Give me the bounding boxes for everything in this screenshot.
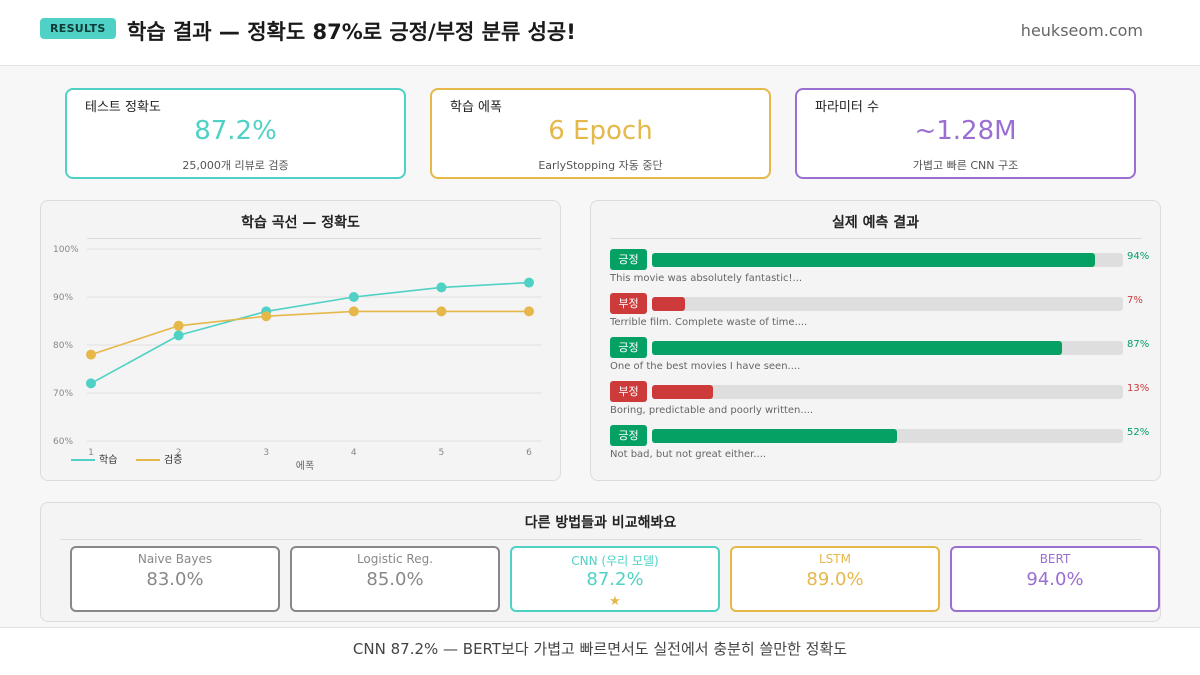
- stat-label: 테스트 정확도: [85, 100, 161, 115]
- y-tick-label: 60%: [53, 437, 73, 447]
- stat-card-epochs: 학습 에폭 6 Epoch EarlyStopping 자동 중단: [430, 88, 771, 179]
- legend-label: 검증: [164, 454, 182, 466]
- data-point: [173, 320, 184, 331]
- confidence-fill: [652, 297, 685, 311]
- method-name: Logistic Reg.: [356, 552, 434, 566]
- x-tick-label: 3: [263, 448, 269, 458]
- data-point: [436, 306, 447, 317]
- x-tick-label: 4: [351, 448, 357, 458]
- confidence-percent: 13%: [1127, 383, 1150, 394]
- method-accuracy: 83.0%: [146, 569, 204, 590]
- data-point: [524, 277, 534, 288]
- confidence-fill: [652, 385, 714, 399]
- predictions-panel: 실제 예측 결과 긍정 94% This movie was absolutely …: [590, 200, 1161, 481]
- confidence-track: [652, 429, 1123, 443]
- accuracy-line-chart: 60% 70% 80% 90% 100% 1 2 3 4 5 6 에폭 학습 검증: [53, 245, 541, 472]
- data-point: [524, 306, 534, 317]
- results-badge: RESULTS: [40, 18, 116, 39]
- confidence-percent: 7%: [1127, 295, 1143, 306]
- data-point: [86, 378, 96, 389]
- review-text: Boring, predictable and poorly written..…: [610, 405, 814, 416]
- learning-curve-panel: 학습 곡선 — 정확도 60% 70% 80% 90% 100% 1 2 3 4 5 6 에폭 학습 검증: [40, 200, 561, 481]
- confidence-percent: 87%: [1127, 339, 1150, 350]
- y-tick-label: 90%: [53, 293, 73, 303]
- stat-sub: 25,000개 리뷰로 검증: [182, 159, 289, 172]
- x-axis-label: 에폭: [296, 460, 314, 472]
- divider: [60, 539, 1142, 540]
- prediction-row: 부정 13% Boring, predictable and poorly writ…: [610, 381, 1149, 425]
- prediction-row: 긍정 87% One of the best movies I have seen.…: [610, 337, 1149, 381]
- data-point: [348, 292, 359, 302]
- method-name: Naive Bayes: [137, 552, 213, 566]
- method-name: CNN (우리 모델): [571, 554, 659, 568]
- predictions-title: 실제 예측 결과: [831, 215, 920, 231]
- chart-title: 학습 곡선 — 정확도: [241, 215, 360, 231]
- series-line: [90, 310, 529, 356]
- method-accuracy: 85.0%: [366, 569, 424, 590]
- method-accuracy: 87.2%: [586, 569, 644, 590]
- sentiment-tag: 긍정: [610, 337, 647, 358]
- y-tick-label: 100%: [53, 245, 79, 255]
- stat-value: ~1.28M: [914, 116, 1017, 146]
- x-tick-label: 5: [439, 448, 445, 458]
- site-link[interactable]: heukseom.com: [1020, 21, 1143, 40]
- stat-value: 6 Epoch: [548, 116, 653, 146]
- sentiment-tag: 부정: [610, 293, 647, 314]
- x-tick-label: 6: [526, 448, 532, 458]
- stat-label: 학습 에폭: [450, 100, 502, 115]
- prediction-row: 긍정 94% This movie was absolutely fantastic…: [610, 249, 1149, 293]
- data-point: [436, 282, 447, 293]
- data-point: [261, 311, 272, 322]
- comparison-card: LSTM 89.0%: [730, 546, 940, 612]
- comparison-card: CNN (우리 모델) 87.2% ★: [510, 546, 720, 612]
- comparison-card: Logistic Reg. 85.0%: [290, 546, 500, 612]
- footer-caption: CNN 87.2% — BERT보다 가볍고 빠르면서도 실전에서 충분히 쓸만…: [0, 627, 1200, 675]
- x-tick-label: 2: [176, 448, 182, 458]
- header: RESULTS 학습 결과 — 정확도 87%로 긍정/부정 분류 성공! he…: [0, 0, 1200, 66]
- confidence-track: [652, 253, 1123, 267]
- confidence-track: [652, 297, 1123, 311]
- stat-value: 87.2%: [194, 116, 277, 146]
- review-text: Terrible film. Complete waste of time...…: [610, 317, 808, 328]
- prediction-row: 긍정 52% Not bad, but not great either....: [610, 425, 1149, 469]
- review-text: Not bad, but not great either....: [610, 449, 767, 460]
- series-line: [90, 281, 530, 385]
- confidence-fill: [652, 253, 1095, 267]
- review-text: One of the best movies I have seen....: [610, 361, 801, 372]
- method-accuracy: 89.0%: [806, 569, 864, 590]
- prediction-row: 부정 7% Terrible film. Complete waste of tim…: [610, 293, 1143, 337]
- y-tick-label: 70%: [53, 389, 73, 399]
- stat-sub: 가볍고 빠른 CNN 구조: [912, 159, 1019, 172]
- confidence-percent: 94%: [1127, 251, 1150, 262]
- sentiment-tag: 부정: [610, 381, 647, 402]
- sentiment-tag: 긍정: [610, 425, 647, 446]
- divider: [610, 238, 1142, 239]
- stat-card-params: 파라미터 수 ~1.28M 가볍고 빠른 CNN 구조: [795, 88, 1136, 179]
- star-icon: ★: [609, 594, 621, 609]
- stat-card-accuracy: 테스트 정확도 87.2% 25,000개 리뷰로 검증: [65, 88, 406, 179]
- review-text: This movie was absolutely fantastic!...: [610, 273, 803, 284]
- method-name: LSTM: [819, 552, 851, 566]
- confidence-track: [652, 385, 1123, 399]
- data-point: [86, 349, 96, 360]
- comparison-title: 다른 방법들과 비교해봐요: [524, 515, 677, 531]
- stat-label: 파라미터 수: [815, 100, 879, 115]
- stat-sub: EarlyStopping 자동 중단: [538, 159, 663, 172]
- data-point: [173, 330, 184, 341]
- sentiment-tag: 긍정: [610, 249, 647, 270]
- y-tick-label: 80%: [53, 341, 73, 351]
- x-tick-label: 1: [88, 448, 94, 458]
- data-point: [348, 306, 359, 317]
- page-title: 학습 결과 — 정확도 87%로 긍정/부정 분류 성공!: [127, 20, 576, 44]
- confidence-fill: [652, 429, 897, 443]
- method-accuracy: 94.0%: [1026, 569, 1084, 590]
- legend-label: 학습: [99, 454, 117, 466]
- method-name: BERT: [1039, 552, 1071, 566]
- comparison-card: BERT 94.0%: [950, 546, 1160, 612]
- confidence-track: [652, 341, 1123, 355]
- confidence-percent: 52%: [1127, 427, 1150, 438]
- divider: [87, 238, 541, 239]
- confidence-fill: [652, 341, 1062, 355]
- comparison-card: Naive Bayes 83.0%: [70, 546, 280, 612]
